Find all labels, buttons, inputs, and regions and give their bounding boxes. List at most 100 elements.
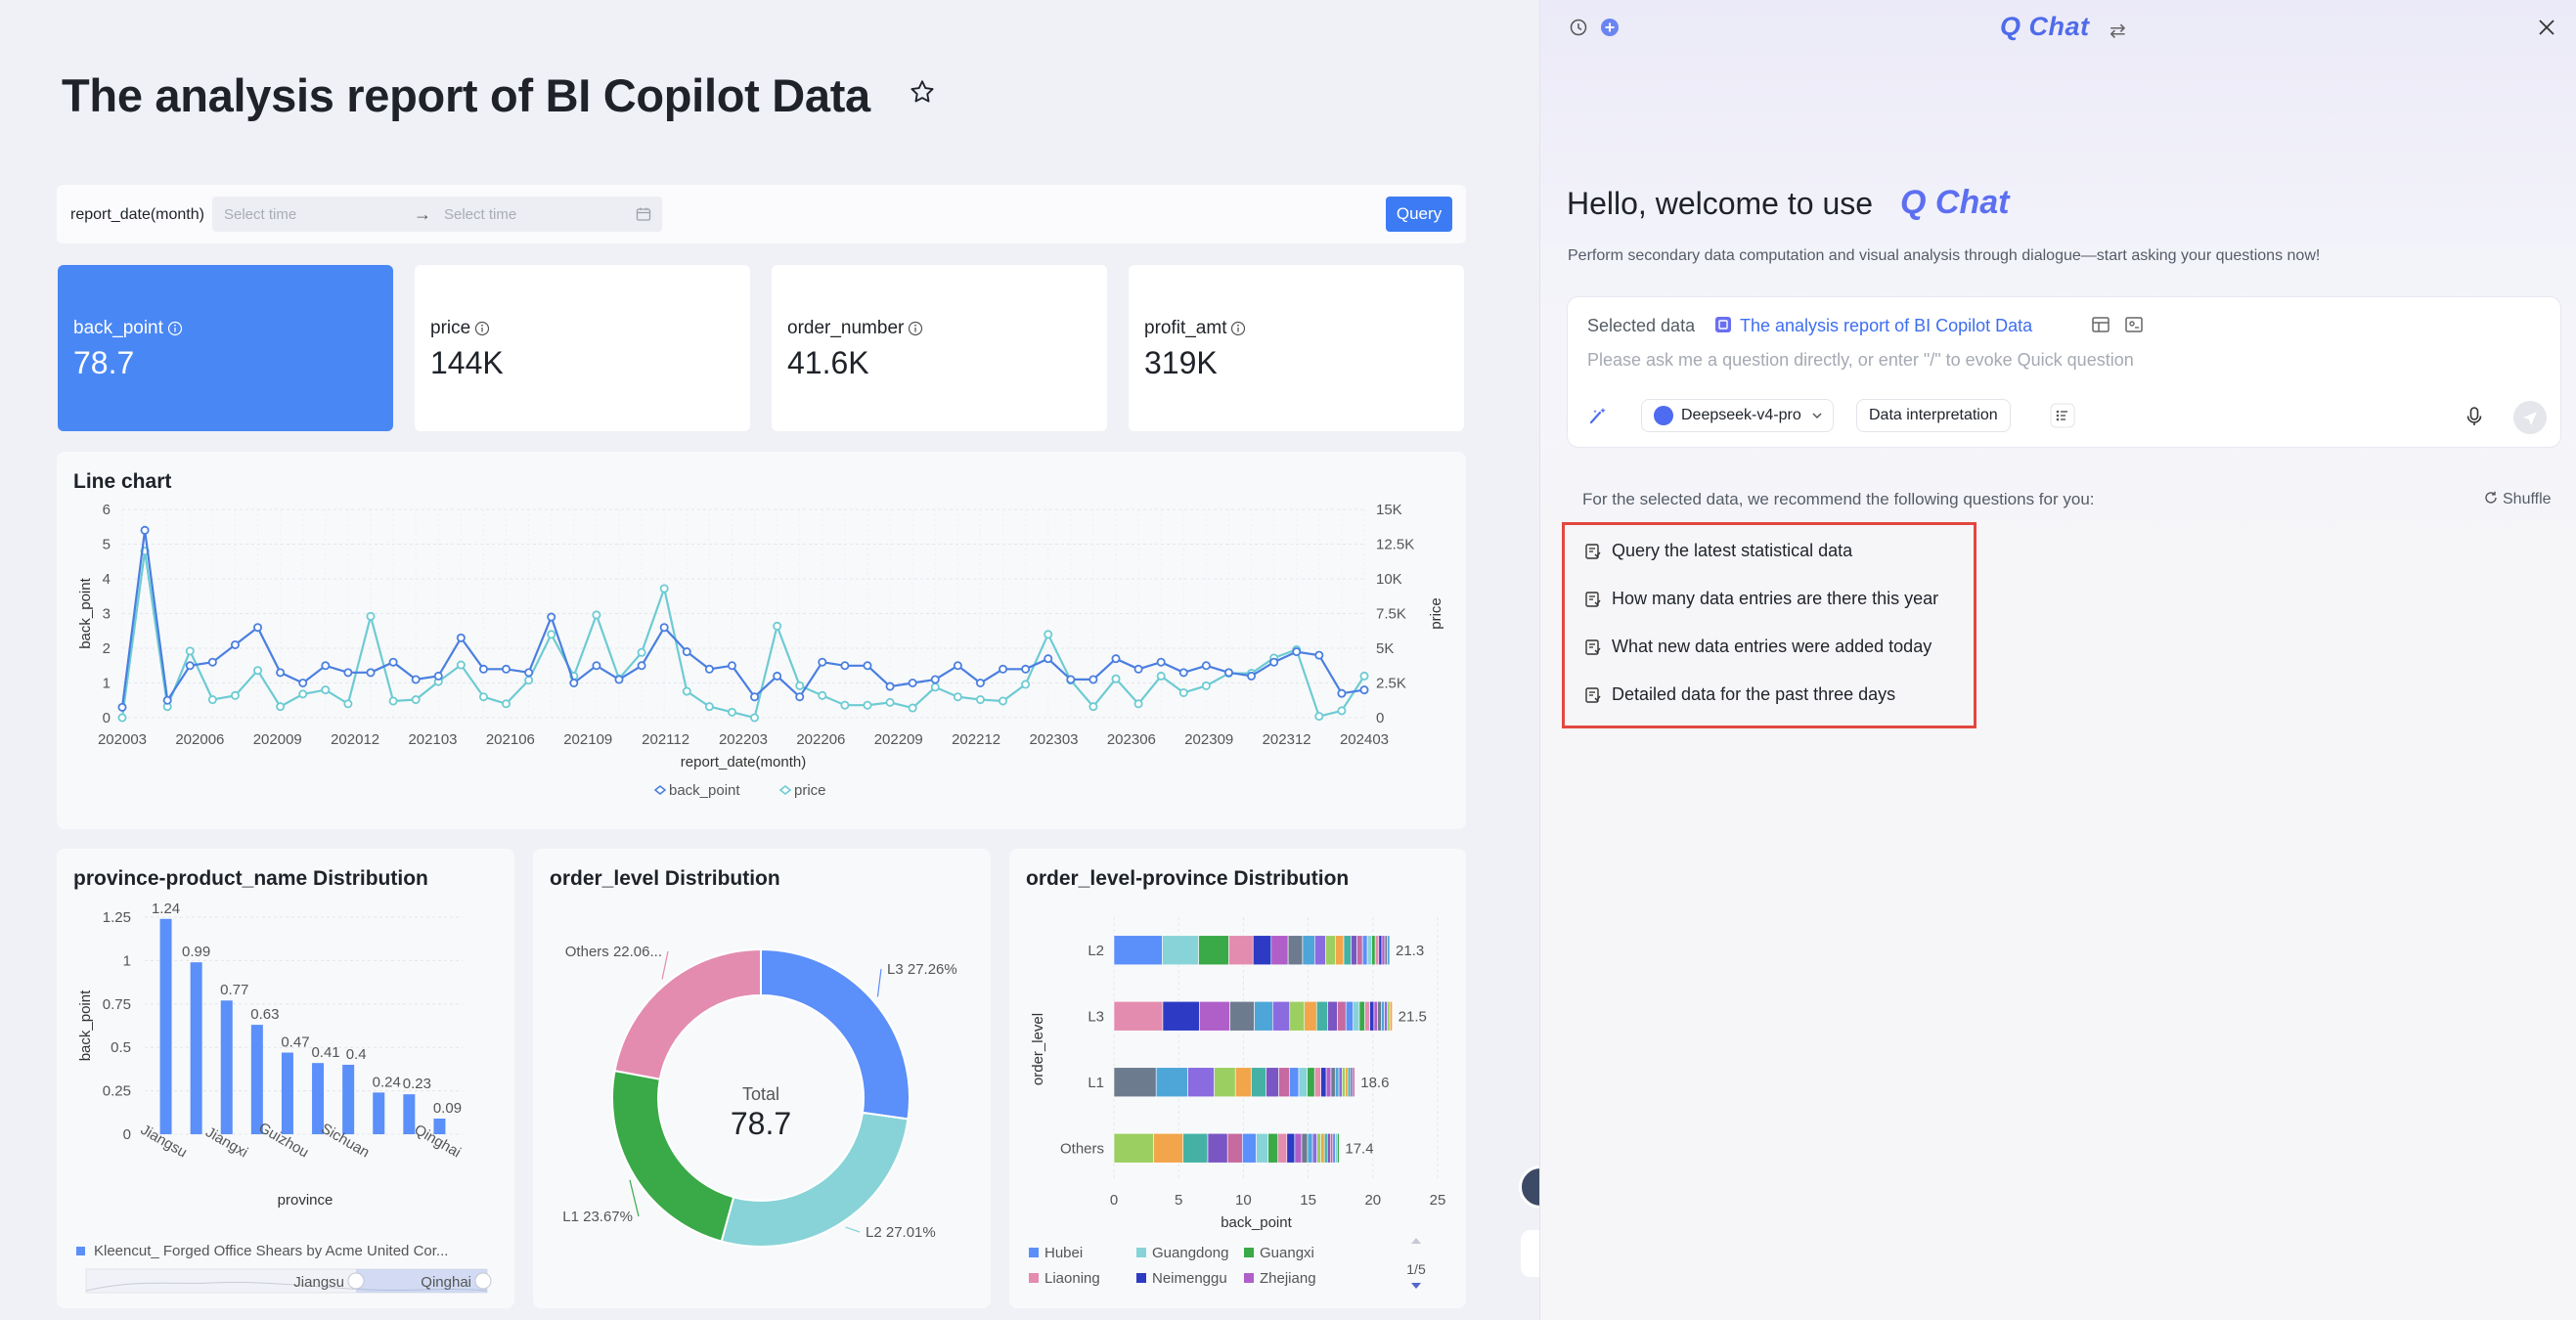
stack-segment[interactable] (1381, 935, 1386, 966)
send-button[interactable] (2513, 401, 2547, 434)
point-price[interactable] (1021, 680, 1031, 689)
point-back_point[interactable] (863, 661, 872, 671)
point-back_point[interactable] (388, 657, 398, 667)
point-price[interactable] (637, 647, 646, 657)
point-back_point[interactable] (795, 692, 805, 702)
bar[interactable] (250, 1025, 263, 1134)
stack-segment[interactable] (1266, 1067, 1279, 1098)
stack-segment[interactable] (1320, 1067, 1327, 1098)
stack-segment[interactable] (1214, 1067, 1236, 1098)
suggestion-item[interactable]: Query the latest statistical data (1584, 541, 1852, 561)
bar[interactable] (220, 1000, 233, 1134)
point-back_point[interactable] (840, 661, 850, 671)
stack-segment[interactable] (1199, 1000, 1230, 1032)
date-range-picker[interactable]: Select time → Select time (212, 197, 662, 232)
point-price[interactable] (1044, 630, 1053, 639)
point-price[interactable] (930, 682, 940, 692)
point-price[interactable] (659, 584, 669, 594)
zoom-slider-track[interactable] (85, 1268, 488, 1294)
stack-segment[interactable] (1345, 1067, 1349, 1098)
stack-segment[interactable] (1270, 935, 1289, 966)
bar[interactable] (433, 1119, 446, 1134)
point-back_point[interactable] (704, 664, 714, 674)
calendar-icon[interactable] (636, 206, 651, 222)
stack-segment[interactable] (1358, 1000, 1365, 1032)
stack-segment[interactable] (1242, 1132, 1257, 1164)
stack-segment[interactable] (1287, 935, 1304, 966)
date-end-input[interactable]: Select time (444, 206, 517, 223)
stack-segment[interactable] (1311, 1132, 1317, 1164)
stack-segment[interactable] (1327, 1000, 1338, 1032)
stack-segment[interactable] (1345, 1000, 1355, 1032)
point-price[interactable] (682, 686, 691, 696)
stack-segment[interactable] (1381, 1000, 1385, 1032)
stack-segment[interactable] (1304, 1000, 1317, 1032)
stack-segment[interactable] (1229, 1000, 1255, 1032)
stack-segment[interactable] (1353, 1000, 1360, 1032)
stack-segment[interactable] (1323, 1132, 1328, 1164)
stack-segment[interactable] (1267, 1132, 1279, 1164)
point-back_point[interactable] (750, 692, 760, 702)
stack-segment[interactable] (1326, 1132, 1331, 1164)
point-price[interactable] (456, 660, 466, 670)
point-back_point[interactable] (298, 678, 308, 687)
point-back_point[interactable] (456, 633, 466, 642)
point-price[interactable] (999, 696, 1008, 706)
point-back_point[interactable] (253, 623, 263, 633)
stack-segment[interactable] (1332, 1132, 1336, 1164)
stack-segment[interactable] (1182, 1132, 1209, 1164)
bar[interactable] (342, 1064, 355, 1134)
legend-label[interactable]: Kleencut_ Forged Office Shears by Acme U… (94, 1243, 448, 1259)
stack-segment[interactable] (1187, 1067, 1215, 1098)
stack-segment[interactable] (1369, 1000, 1375, 1032)
star-icon[interactable] (909, 78, 936, 106)
stack-segment[interactable] (1335, 935, 1345, 966)
stack-segment[interactable] (1337, 1000, 1347, 1032)
legend-label[interactable]: price (794, 782, 826, 799)
close-icon[interactable] (2536, 17, 2557, 38)
point-back_point[interactable] (1088, 675, 1098, 684)
stack-segment[interactable] (1298, 1067, 1308, 1098)
point-back_point[interactable] (682, 647, 691, 657)
legend-label[interactable]: Liaoning (1044, 1270, 1100, 1287)
point-price[interactable] (366, 611, 376, 621)
chat-input-box[interactable]: Selected data The analysis report of BI … (1567, 296, 2561, 448)
stack-segment[interactable] (1307, 1067, 1315, 1098)
suggestion-item[interactable]: How many data entries are there this yea… (1584, 589, 1938, 609)
point-price[interactable] (117, 713, 127, 723)
pager-up-icon[interactable] (1411, 1238, 1421, 1244)
point-back_point[interactable] (207, 657, 217, 667)
stack-segment[interactable] (1207, 1132, 1228, 1164)
history-icon[interactable] (1568, 17, 1589, 38)
stack-segment[interactable] (1256, 1132, 1268, 1164)
point-price[interactable] (975, 695, 985, 705)
point-back_point[interactable] (1223, 668, 1233, 678)
point-price[interactable] (1088, 702, 1098, 712)
pie-slice-Others[interactable] (613, 947, 762, 1080)
point-price[interactable] (1337, 706, 1347, 716)
stack-segment[interactable] (1373, 1000, 1378, 1032)
point-price[interactable] (230, 690, 240, 700)
point-back_point[interactable] (953, 661, 962, 671)
point-price[interactable] (1133, 699, 1143, 709)
stack-segment[interactable] (1113, 1067, 1157, 1098)
legend-label[interactable]: Guangxi (1260, 1245, 1314, 1261)
preview-icon[interactable] (2123, 314, 2145, 335)
stack-segment[interactable] (1364, 1000, 1370, 1032)
point-back_point[interactable] (547, 612, 556, 622)
point-price[interactable] (276, 702, 286, 712)
stack-segment[interactable] (1334, 1067, 1340, 1098)
stack-segment[interactable] (1254, 1000, 1273, 1032)
stack-segment[interactable] (1294, 1132, 1303, 1164)
stack-segment[interactable] (1155, 1067, 1188, 1098)
bar[interactable] (373, 1092, 385, 1134)
legend-label[interactable]: Hubei (1044, 1245, 1083, 1261)
point-price[interactable] (1359, 671, 1369, 681)
stack-segment[interactable] (1320, 1132, 1325, 1164)
kpi-card-profit-amt[interactable]: profit_amt 319K (1129, 265, 1464, 431)
stack-segment[interactable] (1337, 1132, 1340, 1164)
shuffle-button[interactable]: Shuffle (2483, 490, 2552, 508)
point-back_point[interactable] (1359, 685, 1369, 695)
suggestion-item[interactable]: What new data entries were added today (1584, 637, 1932, 657)
point-back_point[interactable] (366, 668, 376, 678)
